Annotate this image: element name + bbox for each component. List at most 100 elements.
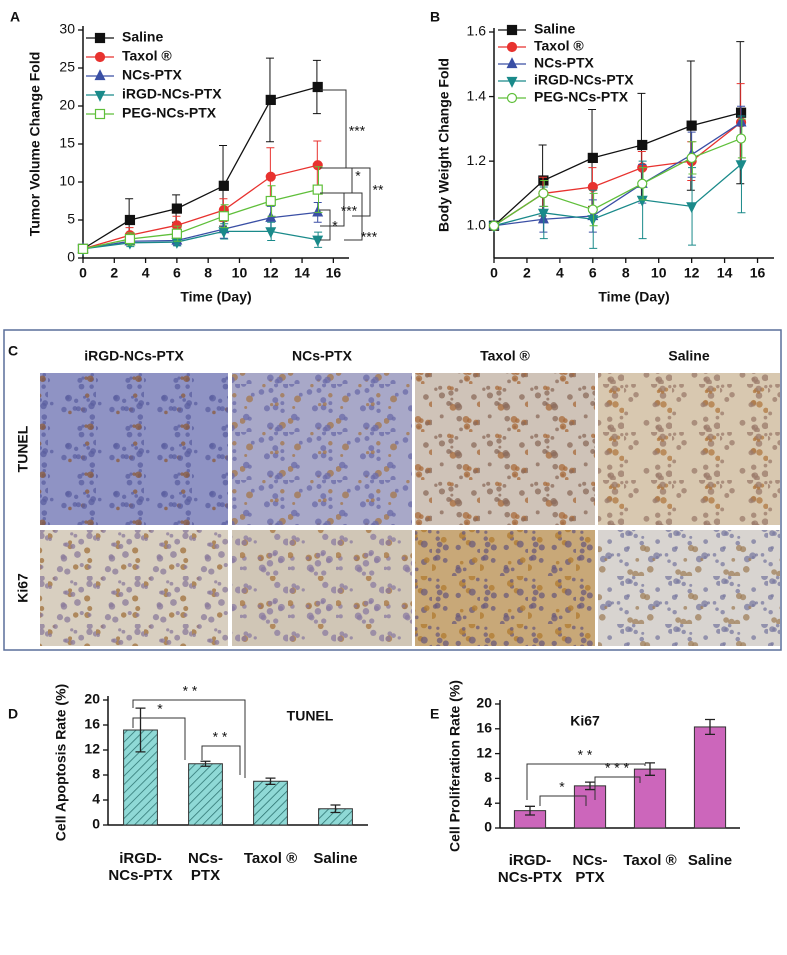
x-tick-label: 0 bbox=[79, 265, 87, 281]
bar bbox=[573, 785, 607, 829]
y-tick-label: 8 bbox=[92, 766, 100, 782]
x-tick-label: 2 bbox=[110, 265, 118, 281]
x-tick-label: 12 bbox=[684, 265, 700, 281]
significance-bracket bbox=[320, 89, 347, 169]
panel-label: B bbox=[430, 9, 440, 25]
error-bar bbox=[645, 762, 655, 776]
x-tick-label: 0 bbox=[490, 265, 498, 281]
panel-label: D bbox=[8, 706, 18, 722]
panel-label: A bbox=[10, 9, 20, 25]
histology-image bbox=[598, 530, 780, 646]
bar bbox=[633, 768, 667, 829]
point bbox=[538, 188, 549, 199]
series-line bbox=[82, 188, 318, 250]
y-tick-label: 15 bbox=[59, 135, 75, 151]
series-line bbox=[493, 112, 742, 227]
y-tick-label: 4 bbox=[484, 794, 492, 810]
legend-marker bbox=[94, 90, 106, 102]
y-tick-label: 0 bbox=[92, 816, 100, 832]
significance-bracket bbox=[320, 209, 331, 241]
histology-image bbox=[415, 373, 595, 525]
significance-label: * * * bbox=[605, 760, 630, 776]
significance-bracket bbox=[352, 167, 371, 217]
point bbox=[537, 208, 549, 220]
y-tick-label: 10 bbox=[59, 173, 75, 189]
legend-marker bbox=[94, 32, 106, 44]
series-line bbox=[82, 211, 318, 250]
point bbox=[77, 243, 89, 254]
x-tick-label: Taxol ® bbox=[243, 850, 298, 867]
x-tick-label: 4 bbox=[556, 265, 564, 281]
series-line bbox=[82, 86, 318, 250]
point bbox=[312, 160, 323, 171]
y-axis-label: Cell Proliferation Rate (%) bbox=[447, 680, 463, 852]
error-bar bbox=[200, 760, 211, 767]
point bbox=[587, 152, 598, 164]
x-tick-label: 12 bbox=[263, 265, 279, 281]
significance-bracket bbox=[132, 699, 246, 778]
error-bar bbox=[525, 805, 535, 816]
y-tick-label: 0 bbox=[67, 249, 75, 265]
bar bbox=[693, 726, 727, 829]
x-tick-label: 14 bbox=[717, 265, 733, 281]
point bbox=[218, 211, 229, 222]
y-tick-label: 4 bbox=[92, 791, 100, 807]
legend-label: PEG-NCs-PTX bbox=[122, 105, 217, 121]
significance-bracket bbox=[201, 745, 241, 775]
histology-image bbox=[415, 530, 595, 646]
histology-image bbox=[40, 530, 228, 646]
series-line bbox=[493, 121, 742, 227]
series-line bbox=[82, 230, 318, 250]
point bbox=[124, 214, 136, 226]
x-axis-label: Time (Day) bbox=[180, 289, 251, 305]
x-tick-label: NCs- PTX bbox=[572, 852, 608, 886]
series-line bbox=[82, 164, 318, 250]
y-axis-label: Body Weight Change Fold bbox=[436, 58, 452, 232]
error-bar bbox=[330, 804, 341, 814]
x-tick-label: iRGD- NCs-PTX bbox=[108, 850, 173, 884]
x-tick-label: 16 bbox=[750, 265, 766, 281]
column-label: Taxol ® bbox=[480, 348, 530, 364]
chart-title: Ki67 bbox=[570, 713, 600, 729]
significance-label: * bbox=[332, 218, 338, 234]
bar bbox=[188, 763, 223, 826]
row-label: Ki67 bbox=[15, 573, 31, 603]
column-label: iRGD-NCs-PTX bbox=[84, 348, 184, 364]
point bbox=[312, 205, 324, 217]
point bbox=[686, 202, 698, 214]
point bbox=[171, 228, 182, 239]
point bbox=[218, 180, 229, 191]
legend-marker bbox=[506, 76, 518, 88]
legend-label: NCs-PTX bbox=[534, 55, 595, 71]
y-tick-label: 8 bbox=[484, 769, 492, 785]
x-tick-label: 6 bbox=[173, 265, 181, 281]
panel-label: C bbox=[8, 343, 18, 359]
point bbox=[171, 203, 182, 214]
point bbox=[171, 220, 182, 231]
x-tick-label: 4 bbox=[142, 265, 150, 281]
legend-label: Saline bbox=[534, 21, 575, 37]
histology-image bbox=[232, 530, 412, 646]
y-tick-label: 5 bbox=[67, 211, 75, 227]
point bbox=[637, 139, 648, 151]
significance-bracket bbox=[132, 717, 186, 760]
significance-label: *** bbox=[361, 229, 378, 245]
x-axis-label: Time (Day) bbox=[598, 289, 669, 305]
y-tick-label: 16 bbox=[476, 720, 492, 736]
legend-label: Taxol ® bbox=[122, 48, 172, 64]
x-tick-label: 16 bbox=[326, 265, 342, 281]
x-tick-label: 8 bbox=[622, 265, 630, 281]
significance-label: *** bbox=[349, 123, 366, 139]
significance-label: * bbox=[355, 168, 361, 184]
significance-label: * * bbox=[213, 729, 228, 745]
y-tick-label: 0 bbox=[484, 819, 492, 835]
y-tick-label: 20 bbox=[59, 97, 75, 113]
point bbox=[124, 233, 136, 245]
legend-marker bbox=[94, 51, 106, 63]
legend-label: PEG-NCs-PTX bbox=[534, 89, 629, 105]
legend-label: iRGD-NCs-PTX bbox=[122, 86, 222, 102]
point bbox=[587, 215, 599, 227]
point bbox=[265, 195, 276, 207]
y-tick-label: 1.6 bbox=[467, 23, 487, 39]
